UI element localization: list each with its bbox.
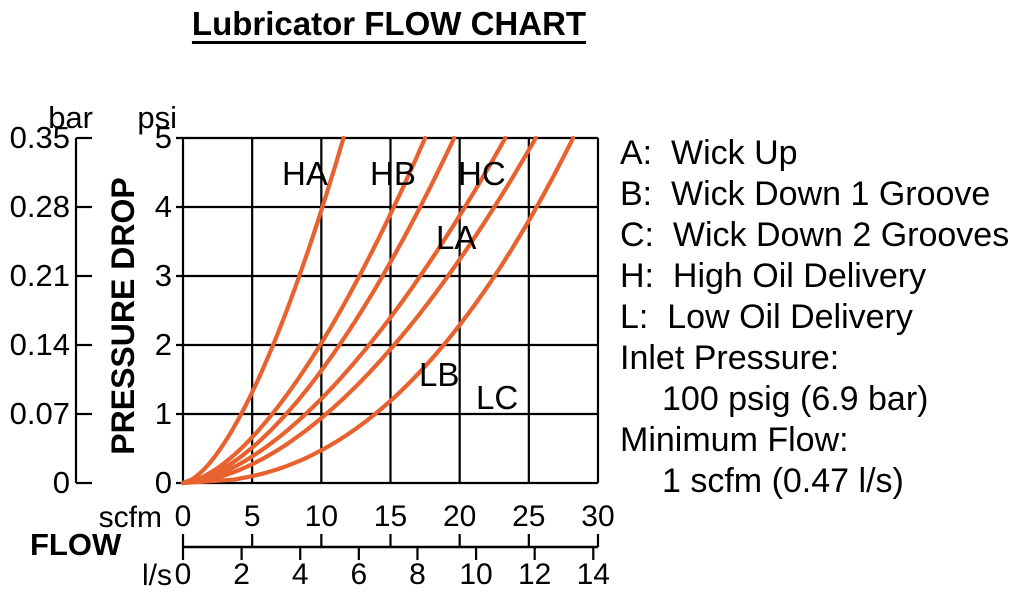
scfm-tick-label: 20 bbox=[442, 500, 477, 533]
bar-axis-unit: bar bbox=[48, 100, 93, 135]
psi-tick-label: 5 bbox=[154, 120, 172, 155]
scfm-tick-label: 0 bbox=[174, 500, 192, 533]
scfm-tick-label: 15 bbox=[373, 500, 408, 533]
psi-tick-label: 4 bbox=[154, 189, 172, 224]
scfm-tick-label: 30 bbox=[581, 500, 615, 533]
legend-line: Inlet Pressure: bbox=[620, 339, 840, 377]
curve-LB bbox=[180, 135, 538, 486]
legend-line: H: High Oil Delivery bbox=[620, 257, 927, 295]
psi-tick-label: 1 bbox=[154, 396, 172, 431]
curve-label-LC: LC bbox=[476, 379, 519, 416]
psi-tick-label: 2 bbox=[154, 327, 172, 362]
scfm-tick-label: 5 bbox=[243, 500, 261, 533]
ls-tick-label: 8 bbox=[409, 558, 426, 591]
legend: A: Wick Up B: Wick Down 1 Groove C: Wick D… bbox=[620, 133, 1024, 502]
scfm-axis-unit: scfm bbox=[98, 501, 162, 534]
bar-tick-label: 0.35 bbox=[9, 120, 70, 155]
legend-line: L: Low Oil Delivery bbox=[620, 298, 913, 336]
curve-label-HB: HB bbox=[370, 155, 416, 192]
curve-HB bbox=[180, 135, 428, 486]
bar-tick-label: 0 bbox=[52, 465, 70, 500]
curve-label-LA: LA bbox=[436, 219, 477, 256]
legend-line: 1 scfm (0.47 l/s) bbox=[662, 462, 904, 500]
bar-tick-label: 0.07 bbox=[9, 396, 70, 431]
psi-tick-label: 0 bbox=[154, 465, 172, 500]
ls-axis-unit: l/s bbox=[142, 559, 172, 592]
curve-label-LB: LB bbox=[419, 356, 460, 393]
curve-LA bbox=[180, 135, 508, 486]
bar-tick-label: 0.14 bbox=[9, 327, 70, 362]
curve-label-HC: HC bbox=[458, 155, 506, 192]
legend-line: 100 psig (6.9 bar) bbox=[662, 380, 929, 418]
ls-tick-label: 12 bbox=[517, 558, 552, 591]
psi-tick-label: 3 bbox=[154, 258, 172, 293]
ls-tick-label: 6 bbox=[350, 558, 368, 591]
x-axis-title: FLOW bbox=[30, 527, 122, 562]
curve-label-HA: HA bbox=[282, 155, 328, 192]
legend-line: Minimum Flow: bbox=[620, 421, 849, 459]
ls-tick-label: 4 bbox=[291, 558, 309, 591]
curve-HA bbox=[180, 135, 346, 486]
curve-HC bbox=[180, 135, 457, 486]
legend-line: C: Wick Down 2 Grooves bbox=[620, 216, 1010, 254]
legend-line: A: Wick Up bbox=[620, 134, 798, 172]
ls-tick-label: 2 bbox=[233, 558, 250, 591]
bar-tick-label: 0.28 bbox=[9, 189, 70, 224]
ls-tick-label: 0 bbox=[174, 558, 192, 591]
ls-tick-label: 14 bbox=[576, 558, 610, 591]
bar-tick-label: 0.21 bbox=[9, 258, 70, 293]
curve-LC bbox=[180, 135, 576, 486]
legend-line: B: Wick Down 1 Groove bbox=[620, 175, 991, 213]
chart-title: Lubricator FLOW CHART bbox=[191, 5, 587, 42]
scfm-tick-label: 10 bbox=[304, 500, 339, 533]
psi-axis-unit: psi bbox=[137, 100, 177, 135]
ls-tick-label: 10 bbox=[459, 558, 493, 591]
scfm-tick-label: 25 bbox=[512, 500, 546, 533]
